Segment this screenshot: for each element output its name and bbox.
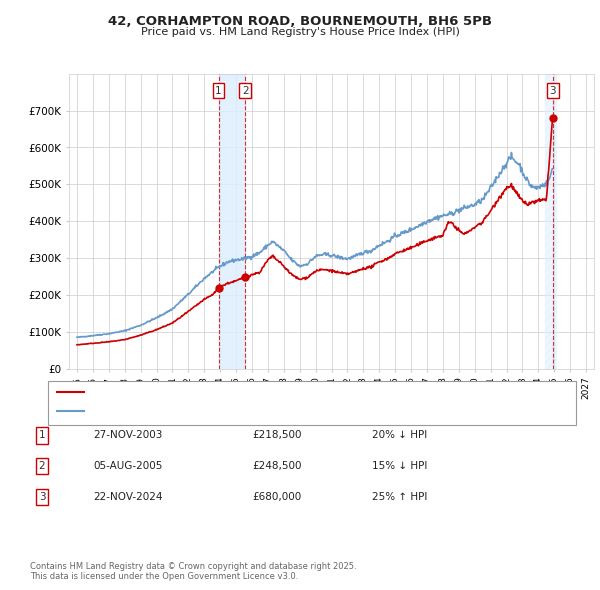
Text: £680,000: £680,000 <box>252 492 301 502</box>
Text: HPI: Average price, detached house, Bournemouth Christchurch and Poole: HPI: Average price, detached house, Bour… <box>90 407 454 416</box>
Text: 05-AUG-2005: 05-AUG-2005 <box>93 461 163 471</box>
Text: 2: 2 <box>242 86 248 96</box>
Text: Price paid vs. HM Land Registry's House Price Index (HPI): Price paid vs. HM Land Registry's House … <box>140 27 460 37</box>
Text: 22-NOV-2024: 22-NOV-2024 <box>93 492 163 502</box>
Bar <box>218 74 245 369</box>
Text: 3: 3 <box>550 86 556 96</box>
Text: 1: 1 <box>38 431 46 440</box>
Text: Contains HM Land Registry data © Crown copyright and database right 2025.
This d: Contains HM Land Registry data © Crown c… <box>30 562 356 581</box>
Text: 2: 2 <box>38 461 46 471</box>
Text: 25% ↑ HPI: 25% ↑ HPI <box>372 492 427 502</box>
Bar <box>545 74 557 369</box>
Text: 42, CORHAMPTON ROAD, BOURNEMOUTH, BH6 5PB: 42, CORHAMPTON ROAD, BOURNEMOUTH, BH6 5P… <box>108 15 492 28</box>
Text: 15% ↓ HPI: 15% ↓ HPI <box>372 461 427 471</box>
Text: 1: 1 <box>215 86 222 96</box>
Text: 42, CORHAMPTON ROAD, BOURNEMOUTH, BH6 5PB (detached house): 42, CORHAMPTON ROAD, BOURNEMOUTH, BH6 5P… <box>90 388 433 397</box>
Text: 20% ↓ HPI: 20% ↓ HPI <box>372 431 427 440</box>
Text: 27-NOV-2003: 27-NOV-2003 <box>93 431 163 440</box>
Text: 3: 3 <box>38 492 46 502</box>
Text: £218,500: £218,500 <box>252 431 302 440</box>
Text: £248,500: £248,500 <box>252 461 302 471</box>
